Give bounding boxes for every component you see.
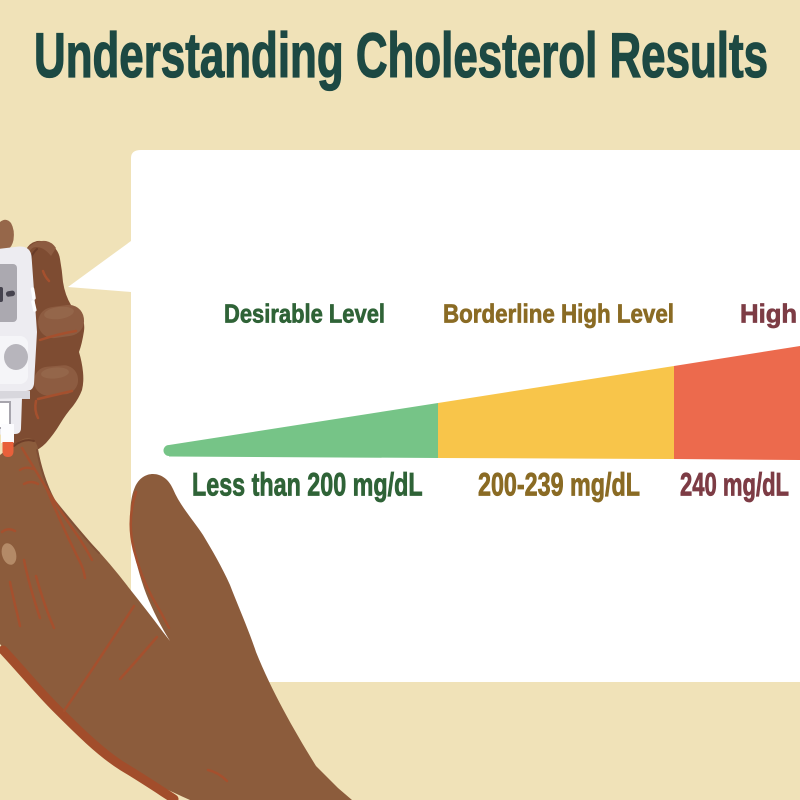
svg-text:Less than 200 mg/dL: Less than 200 mg/dL <box>192 467 423 503</box>
svg-text:240 mg/dL: 240 mg/dL <box>680 467 789 503</box>
svg-text:High Level: High Level <box>740 301 800 329</box>
svg-text:Desirable Level: Desirable Level <box>224 301 385 329</box>
svg-text:Borderline High Level: Borderline High Level <box>443 301 674 329</box>
svg-text:Understanding Cholesterol Resu: Understanding Cholesterol Results <box>34 21 768 91</box>
svg-text:200-239 mg/dL: 200-239 mg/dL <box>478 467 640 503</box>
